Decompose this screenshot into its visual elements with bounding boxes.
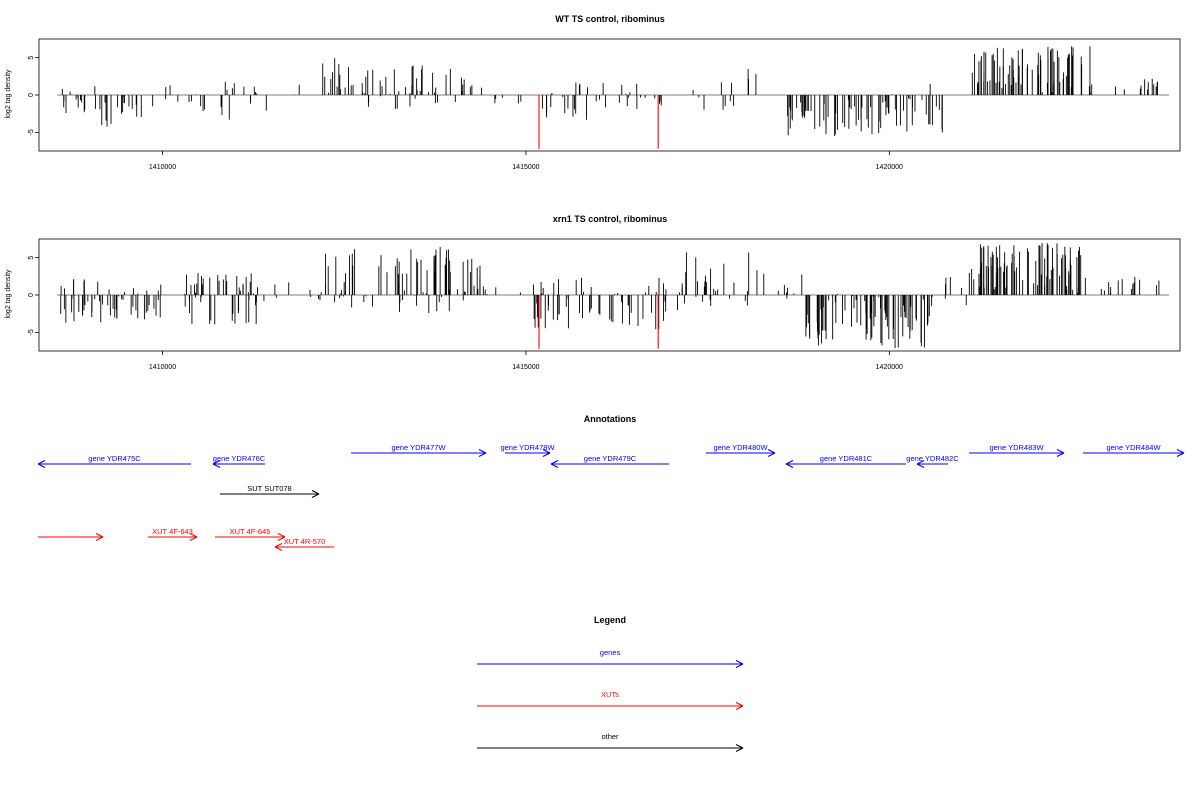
xrn1-track-panel: xrn1 TS control, ribominus log2 tag dens…	[5, 214, 1181, 371]
annotation-label: gene YDR484W	[1106, 443, 1161, 452]
legend-label-xuts: XUTs	[601, 690, 619, 699]
xrn1-xtick-label: 1410000	[149, 364, 176, 371]
annotation-arrow-gene-ydr484w	[1083, 449, 1185, 457]
annotation-arrow-sut-sut078	[220, 490, 320, 498]
wt-ytick-label: 5	[28, 56, 35, 60]
annotation-arrow-gene-ydr479c	[550, 460, 669, 468]
wt-bars	[57, 46, 1170, 149]
annotation-arrow-gene-ydr475c	[37, 460, 191, 468]
annotations-panel: Annotations gene YDR475C gene YDR476C gene…	[37, 414, 1185, 551]
wt-ytick-label: 0	[28, 93, 35, 97]
xrn1-bars	[57, 243, 1170, 349]
wt-xtick-label: 1420000	[876, 164, 903, 171]
annotation-label: gene YDR481C	[820, 454, 873, 463]
annotation-label: gene YDR476C	[213, 454, 266, 463]
wt-axis-ticks: 1410000 1415000 1420000 -5 0 5	[28, 56, 903, 171]
legend-arrow-other	[477, 744, 744, 752]
annotation-arrow-xut-4r-570	[274, 543, 334, 551]
annotation-label: gene YDR475C	[88, 454, 141, 463]
annotation-arrow-gene-ydr481c	[785, 460, 906, 468]
xrn1-xtick-label: 1415000	[512, 364, 539, 371]
xrn1-track-ylabel: log2 tag density	[5, 269, 12, 319]
legend-label-genes: genes	[600, 648, 621, 657]
wt-ytick-label: -5	[28, 129, 35, 135]
annotation-label: gene YDR477W	[391, 443, 446, 452]
annotation-arrow-unlabeled	[38, 533, 104, 541]
xrn1-ytick-label: -5	[28, 329, 35, 335]
wt-track-panel: WT TS control, ribominus log2 tag densit…	[5, 14, 1181, 171]
legend-label-other: other	[601, 732, 619, 741]
xrn1-axis-ticks: 1410000 1415000 1420000 -5 0 5	[28, 256, 903, 371]
legend-panel: Legend genes XUTs other	[477, 615, 744, 752]
annotation-label: gene YDR483W	[989, 443, 1044, 452]
wt-xtick-label: 1410000	[149, 164, 176, 171]
xrn1-xtick-label: 1420000	[876, 364, 903, 371]
annotations-title: Annotations	[584, 414, 637, 424]
xrn1-ytick-label: 5	[28, 256, 35, 260]
annotation-label: gene YDR480W	[713, 443, 768, 452]
legend-arrow-genes	[477, 660, 744, 668]
wt-xtick-label: 1415000	[512, 164, 539, 171]
annotation-arrow-gene-ydr483w	[969, 449, 1065, 457]
annotation-label: SUT SUT078	[247, 484, 291, 493]
wt-track-title: WT TS control, ribominus	[555, 14, 665, 24]
xrn1-ytick-label: 0	[28, 293, 35, 297]
annotation-arrow-gene-ydr476c	[212, 460, 265, 468]
xrn1-track-title: xrn1 TS control, ribominus	[553, 214, 668, 224]
annotation-label: XUT 4F-645	[230, 527, 271, 536]
annotation-label: XUT 4R-570	[284, 537, 326, 546]
wt-track-ylabel: log2 tag density	[5, 69, 12, 119]
legend-arrow-xuts	[477, 702, 744, 710]
annotation-arrow-gene-ydr478w	[505, 449, 551, 457]
annotation-arrow-xut-4f-643	[148, 533, 198, 541]
annotation-arrow-gene-ydr477w	[351, 449, 487, 457]
annotation-label: XUT 4F-643	[152, 527, 193, 536]
annotation-arrow-xut-4f-645	[215, 533, 286, 541]
annotation-label: gene YDR479C	[584, 454, 637, 463]
annotation-label: gene YDR482C	[906, 454, 959, 463]
annotation-label: gene YDR478W	[500, 443, 555, 452]
annotation-arrow-gene-ydr480w	[706, 449, 776, 457]
annotation-arrow-gene-ydr482c	[916, 460, 948, 468]
legend-title: Legend	[594, 615, 626, 625]
